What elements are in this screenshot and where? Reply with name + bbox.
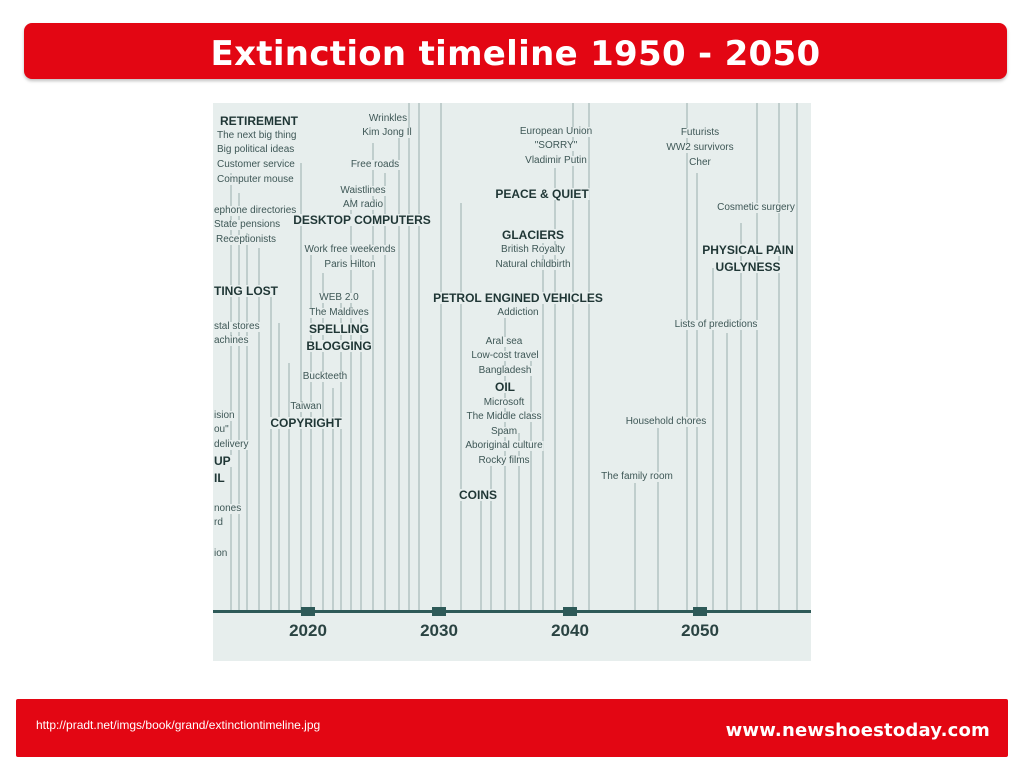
timeline-label: BLOGGING: [305, 339, 373, 353]
timeline-label: Big political ideas: [216, 144, 296, 155]
timeline-label: achines: [213, 335, 250, 346]
timeline-label: OIL: [494, 380, 516, 394]
title-bar: Extinction timeline 1950 - 2050: [24, 23, 1007, 79]
timeline-label: Futurists: [679, 127, 721, 138]
timeline-label: Aral sea: [484, 336, 524, 347]
timeline-label: IL: [213, 471, 226, 485]
timeline-label: Household chores: [624, 416, 708, 427]
year-label: 2040: [551, 621, 589, 640]
timeline-label: Cher: [688, 157, 712, 168]
timeline-label: The family room: [600, 471, 674, 482]
timeline-label: Computer mouse: [216, 174, 295, 185]
timeline-label: rd: [213, 517, 224, 528]
timeline-label: Rocky films: [477, 455, 531, 466]
timeline-label: The next big thing: [216, 130, 298, 141]
timeline-label: GLACIERS: [500, 228, 566, 242]
timeline-label: "SORRY": [533, 140, 579, 151]
timeline-label: COINS: [457, 488, 499, 502]
year-label: 2050: [681, 621, 719, 640]
timeline-label: The Maldives: [308, 307, 370, 318]
timeline-label: Aboriginal culture: [464, 440, 544, 451]
timeline-label: Addiction: [496, 307, 540, 318]
year-label: 2030: [420, 621, 458, 640]
timeline-label: The Middle class: [465, 411, 543, 422]
timeline-label: delivery: [213, 439, 250, 450]
timeline-label: Spam: [489, 426, 519, 437]
timeline-label: Receptionists: [215, 234, 278, 245]
timeline-label: SPELLING: [307, 322, 371, 336]
timeline-label: ou": [213, 424, 230, 435]
timeline-label: AM radio: [341, 199, 385, 210]
timeline-label: European Union: [518, 126, 594, 137]
timeline-label: British Royalty: [500, 244, 566, 255]
timeline-label: UP: [213, 454, 232, 468]
timeline-label: Kim Jong Il: [361, 127, 413, 138]
extinction-timeline-image: 2020 2030 2040 2050 RETIREMENT The next …: [213, 103, 811, 661]
timeline-label: PETROL ENGINED VEHICLES: [432, 291, 604, 305]
timeline-label: Work free weekends: [303, 244, 397, 255]
timeline-label: DESKTOP COMPUTERS: [292, 213, 432, 227]
timeline-label: Free roads: [349, 159, 401, 170]
timeline-label: TING LOST: [213, 284, 279, 298]
timeline-label: Taiwan: [289, 401, 323, 412]
timeline-label: WEB 2.0: [318, 292, 360, 303]
timeline-label: nones: [213, 503, 243, 514]
timeline-label: Wrinkles: [367, 113, 409, 124]
source-url: http://pradt.net/imgs/book/grand/extinct…: [36, 718, 321, 732]
timeline-label: ephone directories: [213, 205, 298, 216]
timeline-label: Natural childbirth: [494, 259, 572, 270]
footer-bar: [16, 699, 1008, 757]
timeline-label: stal stores: [213, 321, 261, 332]
timeline-label: Microsoft: [482, 397, 526, 408]
timeline-label: WW2 survivors: [665, 142, 735, 153]
timeline-label: ision: [213, 410, 236, 421]
slide-title: Extinction timeline 1950 - 2050: [210, 34, 821, 74]
timeline-label: State pensions: [213, 219, 282, 230]
timeline-label: Lists of predictions: [673, 319, 759, 330]
timeline-label: PHYSICAL PAIN: [701, 243, 795, 257]
timeline-label: Cosmetic surgery: [716, 202, 796, 213]
timeline-label: RETIREMENT: [219, 114, 299, 128]
timeline-label: COPYRIGHT: [269, 416, 343, 430]
timeline-label: PEACE & QUIET: [494, 187, 590, 201]
timeline-label: ion: [213, 548, 229, 559]
timeline-label: Bangladesh: [477, 365, 533, 376]
timeline-label: Paris Hilton: [323, 259, 377, 270]
timeline-label: Waistlines: [339, 185, 387, 196]
timeline-label: Vladimir Putin: [524, 155, 588, 166]
timeline-label: Buckteeth: [301, 371, 349, 382]
brand-logo: www.newshoestoday.com: [725, 720, 990, 741]
timeline-label: Customer service: [216, 159, 296, 170]
timeline-label: Low-cost travel: [470, 350, 540, 361]
year-label: 2020: [289, 621, 327, 640]
timeline-label: UGLYNESS: [714, 260, 782, 274]
